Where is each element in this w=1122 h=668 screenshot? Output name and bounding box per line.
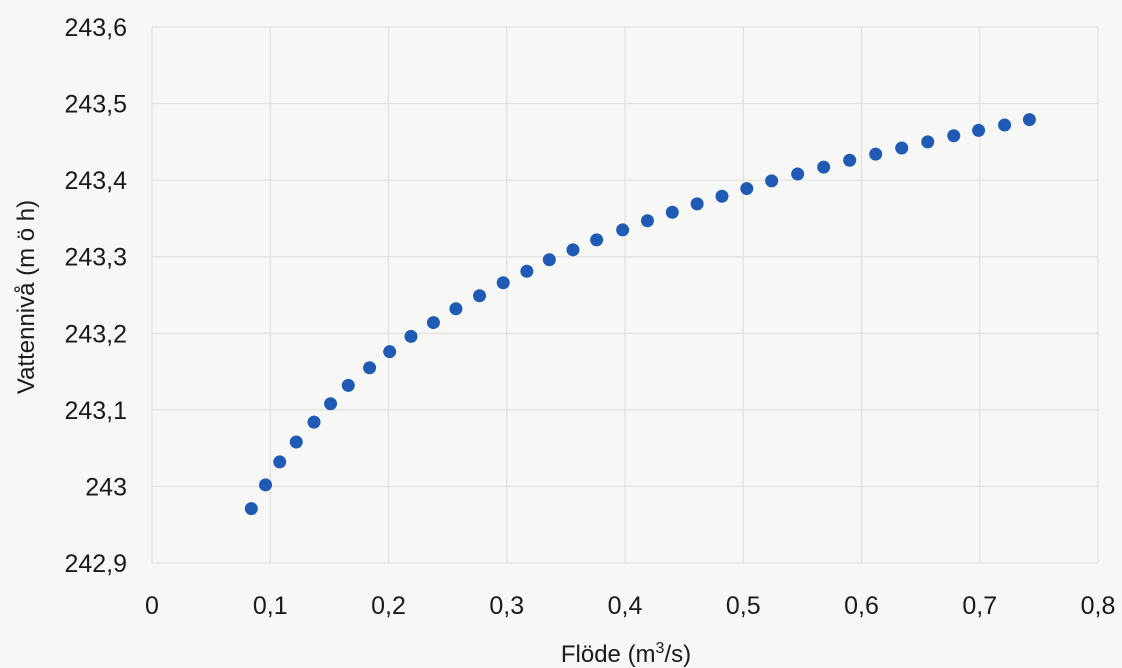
x-tick-label: 0,4 [608,592,643,620]
x-axis-title-superscript: 3 [656,640,665,657]
y-tick-label: 243,5 [64,91,127,119]
data-point [289,435,303,449]
y-axis-title: Vattennivå (m ö h) [13,200,40,394]
y-tick-label: 243,3 [64,244,127,272]
data-points [244,113,1036,516]
data-point [921,135,935,149]
x-tick-label: 0,8 [1081,592,1116,620]
x-tick-label: 0,1 [253,592,288,620]
data-point [542,253,556,267]
data-point [341,378,355,392]
x-axis-title-base: Flöde (m [561,641,656,668]
data-point [496,276,510,290]
data-point [869,147,883,161]
data-point [791,167,805,181]
data-point [259,478,273,492]
data-point [520,264,534,278]
data-point [843,153,857,167]
x-tick-labels: 0 0,1 0,2 0,3 0,4 0,5 0,6 0,7 0,8 [145,592,1115,620]
x-tick-label: 0,3 [489,592,524,620]
data-point [1022,113,1036,127]
data-point [740,182,754,196]
y-tick-label: 243 [85,473,127,501]
y-tick-label: 243,6 [64,14,127,42]
data-point [473,289,487,303]
data-point [998,118,1012,132]
data-point [273,455,287,469]
x-tick-label: 0 [145,592,159,620]
data-point [947,129,961,143]
data-point [665,205,679,219]
x-tick-label: 0,6 [844,592,879,620]
x-tick-label: 0,2 [371,592,406,620]
data-point [765,174,779,188]
x-tick-label: 0,5 [726,592,761,620]
data-point [449,302,463,316]
data-point [244,502,258,516]
data-point [690,197,704,211]
data-point [363,361,377,375]
x-axis-title: Flöde (m3/s) [561,640,691,668]
y-tick-label: 242,9 [64,550,127,578]
data-point [307,415,321,429]
y-tick-label: 243,4 [64,167,127,195]
data-point [895,141,909,155]
data-point [324,397,338,411]
x-tick-label: 0,7 [962,592,997,620]
y-tick-label: 243,1 [64,397,127,425]
data-point [616,223,630,237]
data-point [383,345,397,359]
data-point [715,189,729,203]
x-axis-title-tail: /s) [664,641,691,668]
y-tick-labels: 242,9 243 243,1 243,2 243,3 243,4 243,5 243,6 [64,14,127,578]
data-point [972,123,986,137]
data-point [426,316,440,330]
data-point [590,233,604,247]
data-point [566,243,580,257]
data-point [404,329,418,343]
gridlines [151,26,1099,564]
data-point [817,160,831,174]
data-point [640,214,654,228]
y-tick-label: 243,2 [64,320,127,348]
